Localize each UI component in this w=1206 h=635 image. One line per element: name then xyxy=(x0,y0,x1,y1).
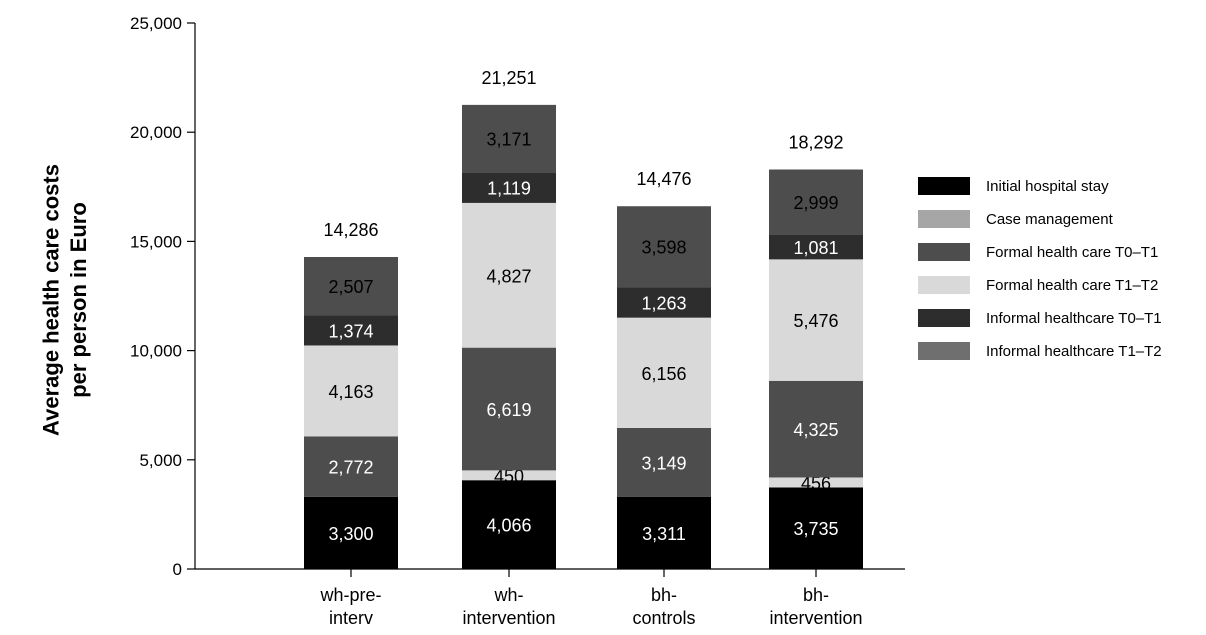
x-category-label-line: bh- xyxy=(651,585,677,605)
bar-total-label: 21,251 xyxy=(481,68,536,88)
bar-segment xyxy=(617,206,711,288)
legend-label: Formal health care T0–T1 xyxy=(986,244,1158,261)
bar-segment-label: 3,735 xyxy=(793,519,838,539)
bar-segment-label: 2,507 xyxy=(328,277,373,297)
legend-swatch xyxy=(918,243,970,261)
bar-stack: 3,735 456 4,325 5,476 1,081 2,999 18,292 xyxy=(769,133,863,569)
legend-label: Case management xyxy=(986,211,1114,228)
legend-label: Formal health care T1–T2 xyxy=(986,277,1158,294)
legend-swatch xyxy=(918,210,970,228)
legend-label: Initial hospital stay xyxy=(986,178,1109,195)
y-tick-label: 5,000 xyxy=(139,451,182,470)
x-category-label-line: bh- xyxy=(803,585,829,605)
legend-item: Case management xyxy=(918,210,1114,228)
bar-segment-label: 6,619 xyxy=(486,400,531,420)
bar-segment-label: 2,772 xyxy=(328,458,373,478)
bar-segment-label: 4,827 xyxy=(486,266,531,286)
bar-segment xyxy=(304,256,398,316)
bar-stack: 3,300 2,772 4,163 1,374 2,507 14,286 xyxy=(304,220,398,569)
legend-item: Formal health care T0–T1 xyxy=(918,243,1158,261)
bar-segment-label: 1,119 xyxy=(487,179,531,199)
bar-segment xyxy=(462,480,556,569)
legend-item: Informal healthcare T0–T1 xyxy=(918,309,1162,327)
bar-segment xyxy=(304,496,398,569)
legend: Initial hospital stay Case management Form… xyxy=(918,177,1162,360)
bar-segment xyxy=(769,259,863,381)
bar-segment xyxy=(769,169,863,235)
y-axis: 0 5,000 10,000 15,000 20,000 25,000 xyxy=(130,14,196,579)
bar-segment-label: 456 xyxy=(801,473,831,493)
x-category-label-line: controls xyxy=(632,608,695,628)
bar-segment xyxy=(304,436,398,497)
bar-segment xyxy=(462,202,556,348)
bar-segment xyxy=(617,427,711,497)
bar-segment xyxy=(462,347,556,471)
bar-segment xyxy=(769,234,863,260)
bar-total-label: 18,292 xyxy=(788,133,843,153)
y-tick-label: 0 xyxy=(173,560,182,579)
bar-segment-label: 1,081 xyxy=(793,238,838,258)
bar-stack: 3,311 3,149 6,156 1,263 3,598 14,476 xyxy=(617,169,711,569)
bar-stack: 4,066 450 6,619 4,827 1,119 3,171 21,251 xyxy=(462,68,556,569)
y-axis-title-line: per person in Euro xyxy=(66,202,91,398)
bar-segment-label: 3,171 xyxy=(486,130,531,150)
x-category-label-line: interv xyxy=(329,608,373,628)
bar-segment xyxy=(462,470,556,481)
legend-swatch xyxy=(918,276,970,294)
bar-segment xyxy=(617,287,711,318)
y-axis-title: Average health care costs per person in E… xyxy=(39,164,91,436)
bars: 3,300 2,772 4,163 1,374 2,507 14,286 4,066 450 6… xyxy=(304,68,863,569)
bar-segment-label: 3,149 xyxy=(641,453,686,473)
bar-total-label: 14,476 xyxy=(636,169,691,189)
bar-segment xyxy=(462,172,556,203)
x-category-label: wh-pre-interv xyxy=(319,585,381,628)
legend-swatch xyxy=(918,309,970,327)
bar-segment-label: 6,156 xyxy=(641,364,686,384)
legend-swatch xyxy=(918,177,970,195)
bar-segment xyxy=(462,104,556,173)
bar-segment xyxy=(617,496,711,569)
bar-segment-label: 4,066 xyxy=(486,516,531,536)
bar-segment-label: 1,263 xyxy=(641,293,686,313)
bar-segment-label: 450 xyxy=(494,466,524,486)
bar-segment xyxy=(304,345,398,437)
bar-total-label: 14,286 xyxy=(323,220,378,240)
bar-segment-label: 5,476 xyxy=(793,311,838,331)
y-tick-label: 15,000 xyxy=(130,232,182,251)
bar-segment xyxy=(769,380,863,478)
x-category-label-line: intervention xyxy=(769,608,862,628)
y-axis-title-text: Average health care costs per person in E… xyxy=(39,164,91,436)
x-category-label-line: wh-pre- xyxy=(319,585,381,605)
legend-item: Initial hospital stay xyxy=(918,177,1109,195)
bar-segment xyxy=(617,317,711,428)
x-category-label: bh-intervention xyxy=(769,585,862,628)
bar-segment-label: 3,300 xyxy=(328,524,373,544)
bar-segment-label: 2,999 xyxy=(793,193,838,213)
y-axis-title-line: Average health care costs xyxy=(39,164,64,436)
bar-segment-label: 3,311 xyxy=(642,524,686,544)
bar-segment xyxy=(769,487,863,569)
x-category-label: bh-controls xyxy=(632,585,695,628)
legend-item: Informal healthcare T1–T2 xyxy=(918,342,1162,360)
x-category-label: wh-intervention xyxy=(462,585,555,628)
y-tick-label: 20,000 xyxy=(130,123,182,142)
bar-segment-label: 4,163 xyxy=(328,382,373,402)
legend-item: Formal health care T1–T2 xyxy=(918,276,1158,294)
legend-swatch xyxy=(918,342,970,360)
y-tick-label: 25,000 xyxy=(130,14,182,33)
legend-label: Informal healthcare T1–T2 xyxy=(986,343,1162,360)
bar-segment-label: 1,374 xyxy=(328,321,373,341)
x-axis: wh-pre-intervwh-interventionbh-controlsb… xyxy=(195,568,905,628)
legend-label: Informal healthcare T0–T1 xyxy=(986,310,1162,327)
x-category-label-line: wh- xyxy=(493,585,523,605)
y-tick-label: 10,000 xyxy=(130,342,182,361)
x-category-label-line: intervention xyxy=(462,608,555,628)
bar-segment-label: 3,598 xyxy=(641,238,686,258)
bar-segment xyxy=(769,477,863,488)
bar-segment xyxy=(304,315,398,346)
bar-segment-label: 4,325 xyxy=(793,420,838,440)
